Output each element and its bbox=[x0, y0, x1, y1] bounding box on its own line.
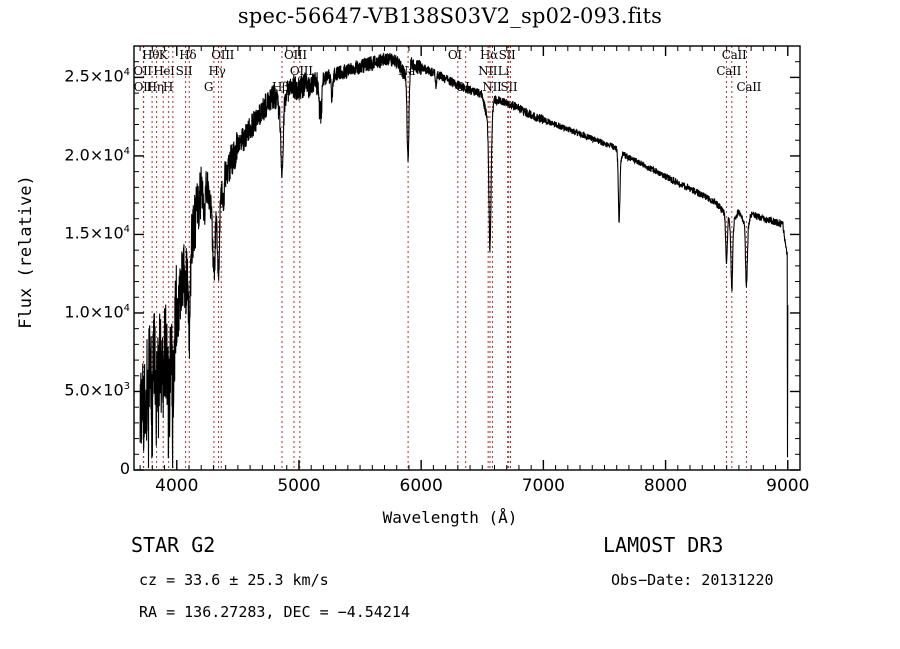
spectral-line-label: G bbox=[203, 80, 214, 94]
spectral-line-label: SII bbox=[498, 48, 516, 62]
x-tick-label: 9000 bbox=[766, 476, 810, 496]
spectral-line-label: HeI bbox=[153, 64, 175, 78]
x-axis-label: Wavelength (Å) bbox=[382, 508, 518, 527]
spectral-line-label: Hδ bbox=[179, 48, 197, 62]
spectrum-trace bbox=[139, 52, 789, 469]
coordinates: RA = 136.27283, DEC = −4.54214 bbox=[139, 603, 410, 621]
spectral-line-label: Hα bbox=[479, 48, 498, 62]
spectral-line-label: Hθ bbox=[142, 48, 160, 62]
spectral-line-label: OII bbox=[133, 64, 152, 78]
x-tick-label: 6000 bbox=[399, 476, 443, 496]
spectral-line-label: OIII bbox=[283, 48, 307, 62]
y-tick-label: 2.5×104 bbox=[64, 66, 130, 86]
y-tick-label: 1.0×104 bbox=[64, 302, 130, 322]
spectral-line-label: CaII bbox=[716, 64, 742, 78]
y-tick-label: 2.0×104 bbox=[64, 145, 130, 165]
observation-date: Obs−Date: 20131220 bbox=[611, 571, 774, 589]
spectral-line-label: OIII bbox=[211, 48, 235, 62]
y-tick-label: 5.0×103 bbox=[64, 380, 130, 400]
spectral-line-label: CaII bbox=[721, 48, 747, 62]
spectral-line-label: K bbox=[158, 48, 168, 62]
spectral-line-label: OI bbox=[447, 48, 462, 62]
spectral-line-markers bbox=[142, 46, 747, 470]
spectral-line-label: Li bbox=[497, 64, 510, 78]
x-tick-label: 8000 bbox=[643, 476, 688, 496]
y-axis-tick-labels: 0 5.0×103 1.0×104 1.5×104 2.0×104 2.5×104 bbox=[4, 0, 130, 649]
survey-name: LAMOST DR3 bbox=[603, 533, 724, 557]
x-tick-label: 7000 bbox=[521, 476, 565, 496]
spectral-line-label: Hη bbox=[146, 80, 164, 94]
redshift-velocity: cz = 33.6 ± 25.3 km/s bbox=[139, 571, 329, 589]
x-tick-label: 4000 bbox=[155, 476, 199, 496]
spectral-line-label: H bbox=[162, 80, 174, 94]
x-tick-label: 5000 bbox=[277, 476, 321, 496]
y-tick-label: 1.5×104 bbox=[64, 223, 130, 243]
y-tick-label: 0 bbox=[119, 459, 130, 478]
spectral-line-label: CaII bbox=[736, 80, 762, 94]
spectral-line-label: SII bbox=[175, 64, 193, 78]
spectral-line-label: OIII bbox=[289, 64, 313, 78]
object-class: STAR G2 bbox=[131, 533, 216, 557]
page-title: spec-56647-VB138S03V2_sp02-093.fits bbox=[237, 4, 663, 28]
plot-frame bbox=[133, 45, 801, 471]
